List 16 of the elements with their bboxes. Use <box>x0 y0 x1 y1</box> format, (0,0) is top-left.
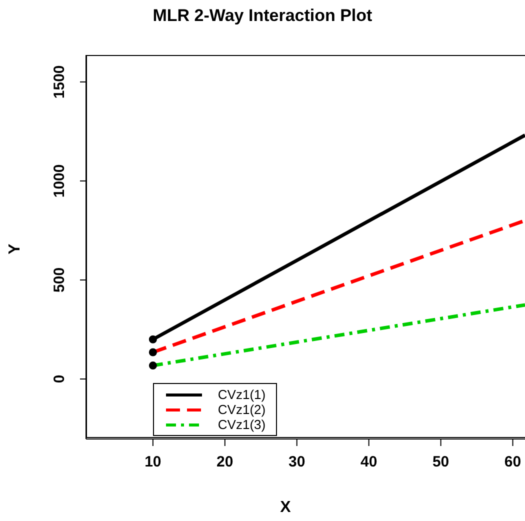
y-axis-title: Y <box>6 244 24 254</box>
x-tick-label: 10 <box>144 454 162 471</box>
x-tick-label: 40 <box>360 454 378 471</box>
x-tick-label: 20 <box>216 454 234 471</box>
x-tick-label: 30 <box>288 454 306 471</box>
y-tick-label: 1500 <box>51 65 68 99</box>
y-tick-label: 1000 <box>51 164 68 198</box>
x-axis-title: X <box>279 499 292 517</box>
x-tick-label: 50 <box>432 454 450 471</box>
legend-label: CVz1(1) <box>218 387 266 402</box>
y-tick-label: 500 <box>51 267 68 292</box>
legend-label: CVz1(2) <box>218 402 266 417</box>
chart-title: MLR 2-Way Interaction Plot <box>152 6 374 26</box>
x-tick-label: 60 <box>504 454 522 471</box>
y-tick-label: 0 <box>51 374 68 384</box>
legend-label: CVz1(3) <box>218 417 266 432</box>
